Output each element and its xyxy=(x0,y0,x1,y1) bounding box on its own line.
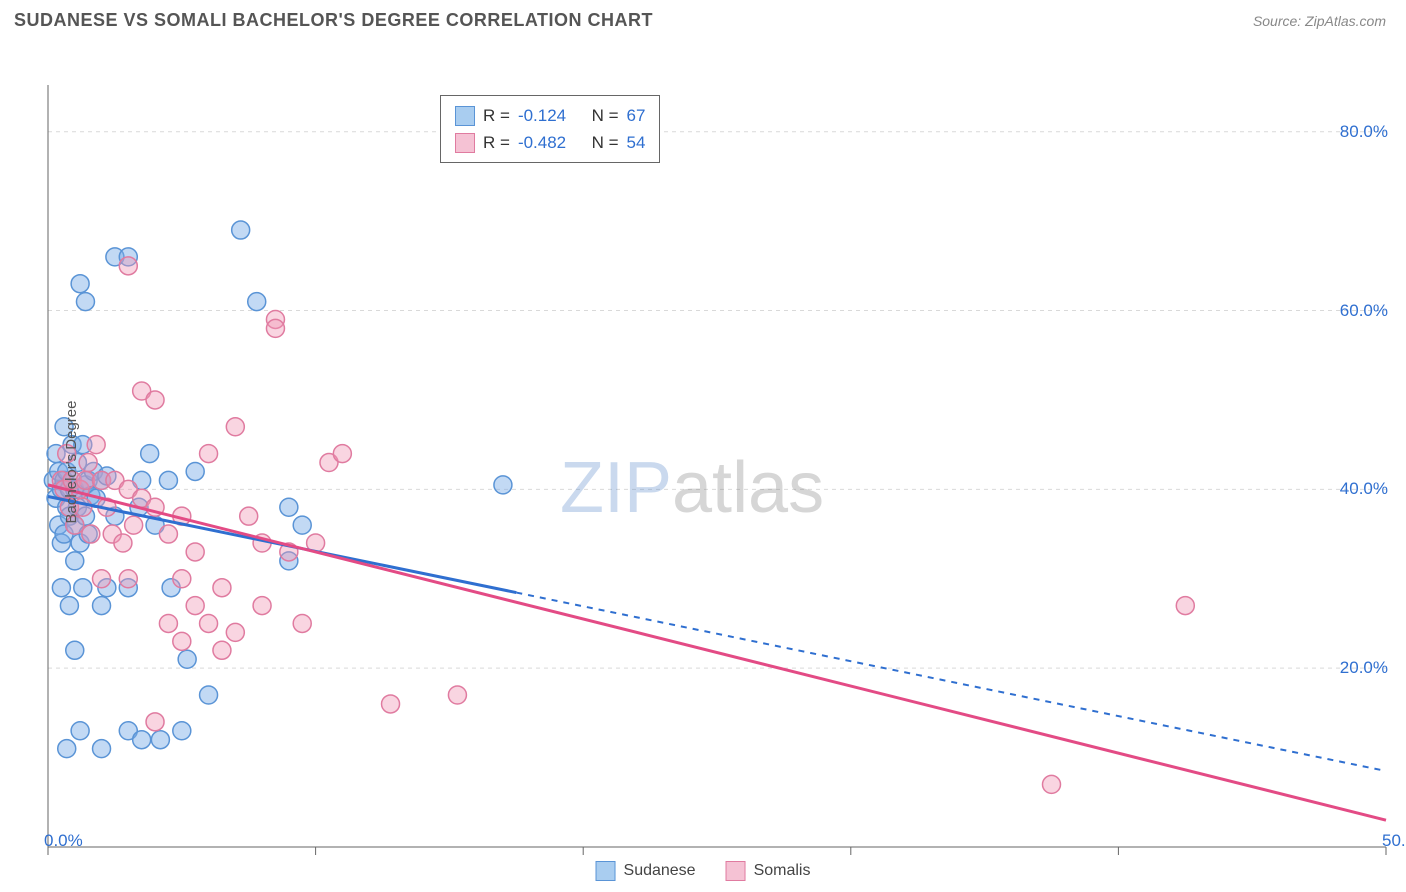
chart-title: SUDANESE VS SOMALI BACHELOR'S DEGREE COR… xyxy=(14,10,653,31)
y-tick-label: 60.0% xyxy=(1340,301,1388,321)
legend-item: Somalis xyxy=(726,861,811,881)
x-tick-label: 0.0% xyxy=(44,831,83,851)
y-tick-label: 80.0% xyxy=(1340,122,1388,142)
legend-item: Sudanese xyxy=(596,861,696,881)
y-tick-label: 40.0% xyxy=(1340,479,1388,499)
stats-legend: R = -0.124 N = 67R = -0.482 N = 54 xyxy=(440,95,660,163)
legend-swatch xyxy=(455,133,475,153)
legend-stat-row: R = -0.482 N = 54 xyxy=(455,129,645,156)
source-credit: Source: ZipAtlas.com xyxy=(1253,13,1386,29)
legend-stat-row: R = -0.124 N = 67 xyxy=(455,102,645,129)
y-tick-label: 20.0% xyxy=(1340,658,1388,678)
legend-swatch xyxy=(726,861,746,881)
legend-swatch xyxy=(596,861,616,881)
legend-swatch xyxy=(455,106,475,126)
x-tick-label: 50.0% xyxy=(1382,831,1406,851)
scatter-plot xyxy=(0,37,1406,887)
y-axis-label: Bachelor's Degree xyxy=(63,401,80,524)
series-legend: Sudanese Somalis xyxy=(596,861,811,881)
chart-container: Bachelor's Degree ZIPatlas R = -0.124 N … xyxy=(0,37,1406,887)
